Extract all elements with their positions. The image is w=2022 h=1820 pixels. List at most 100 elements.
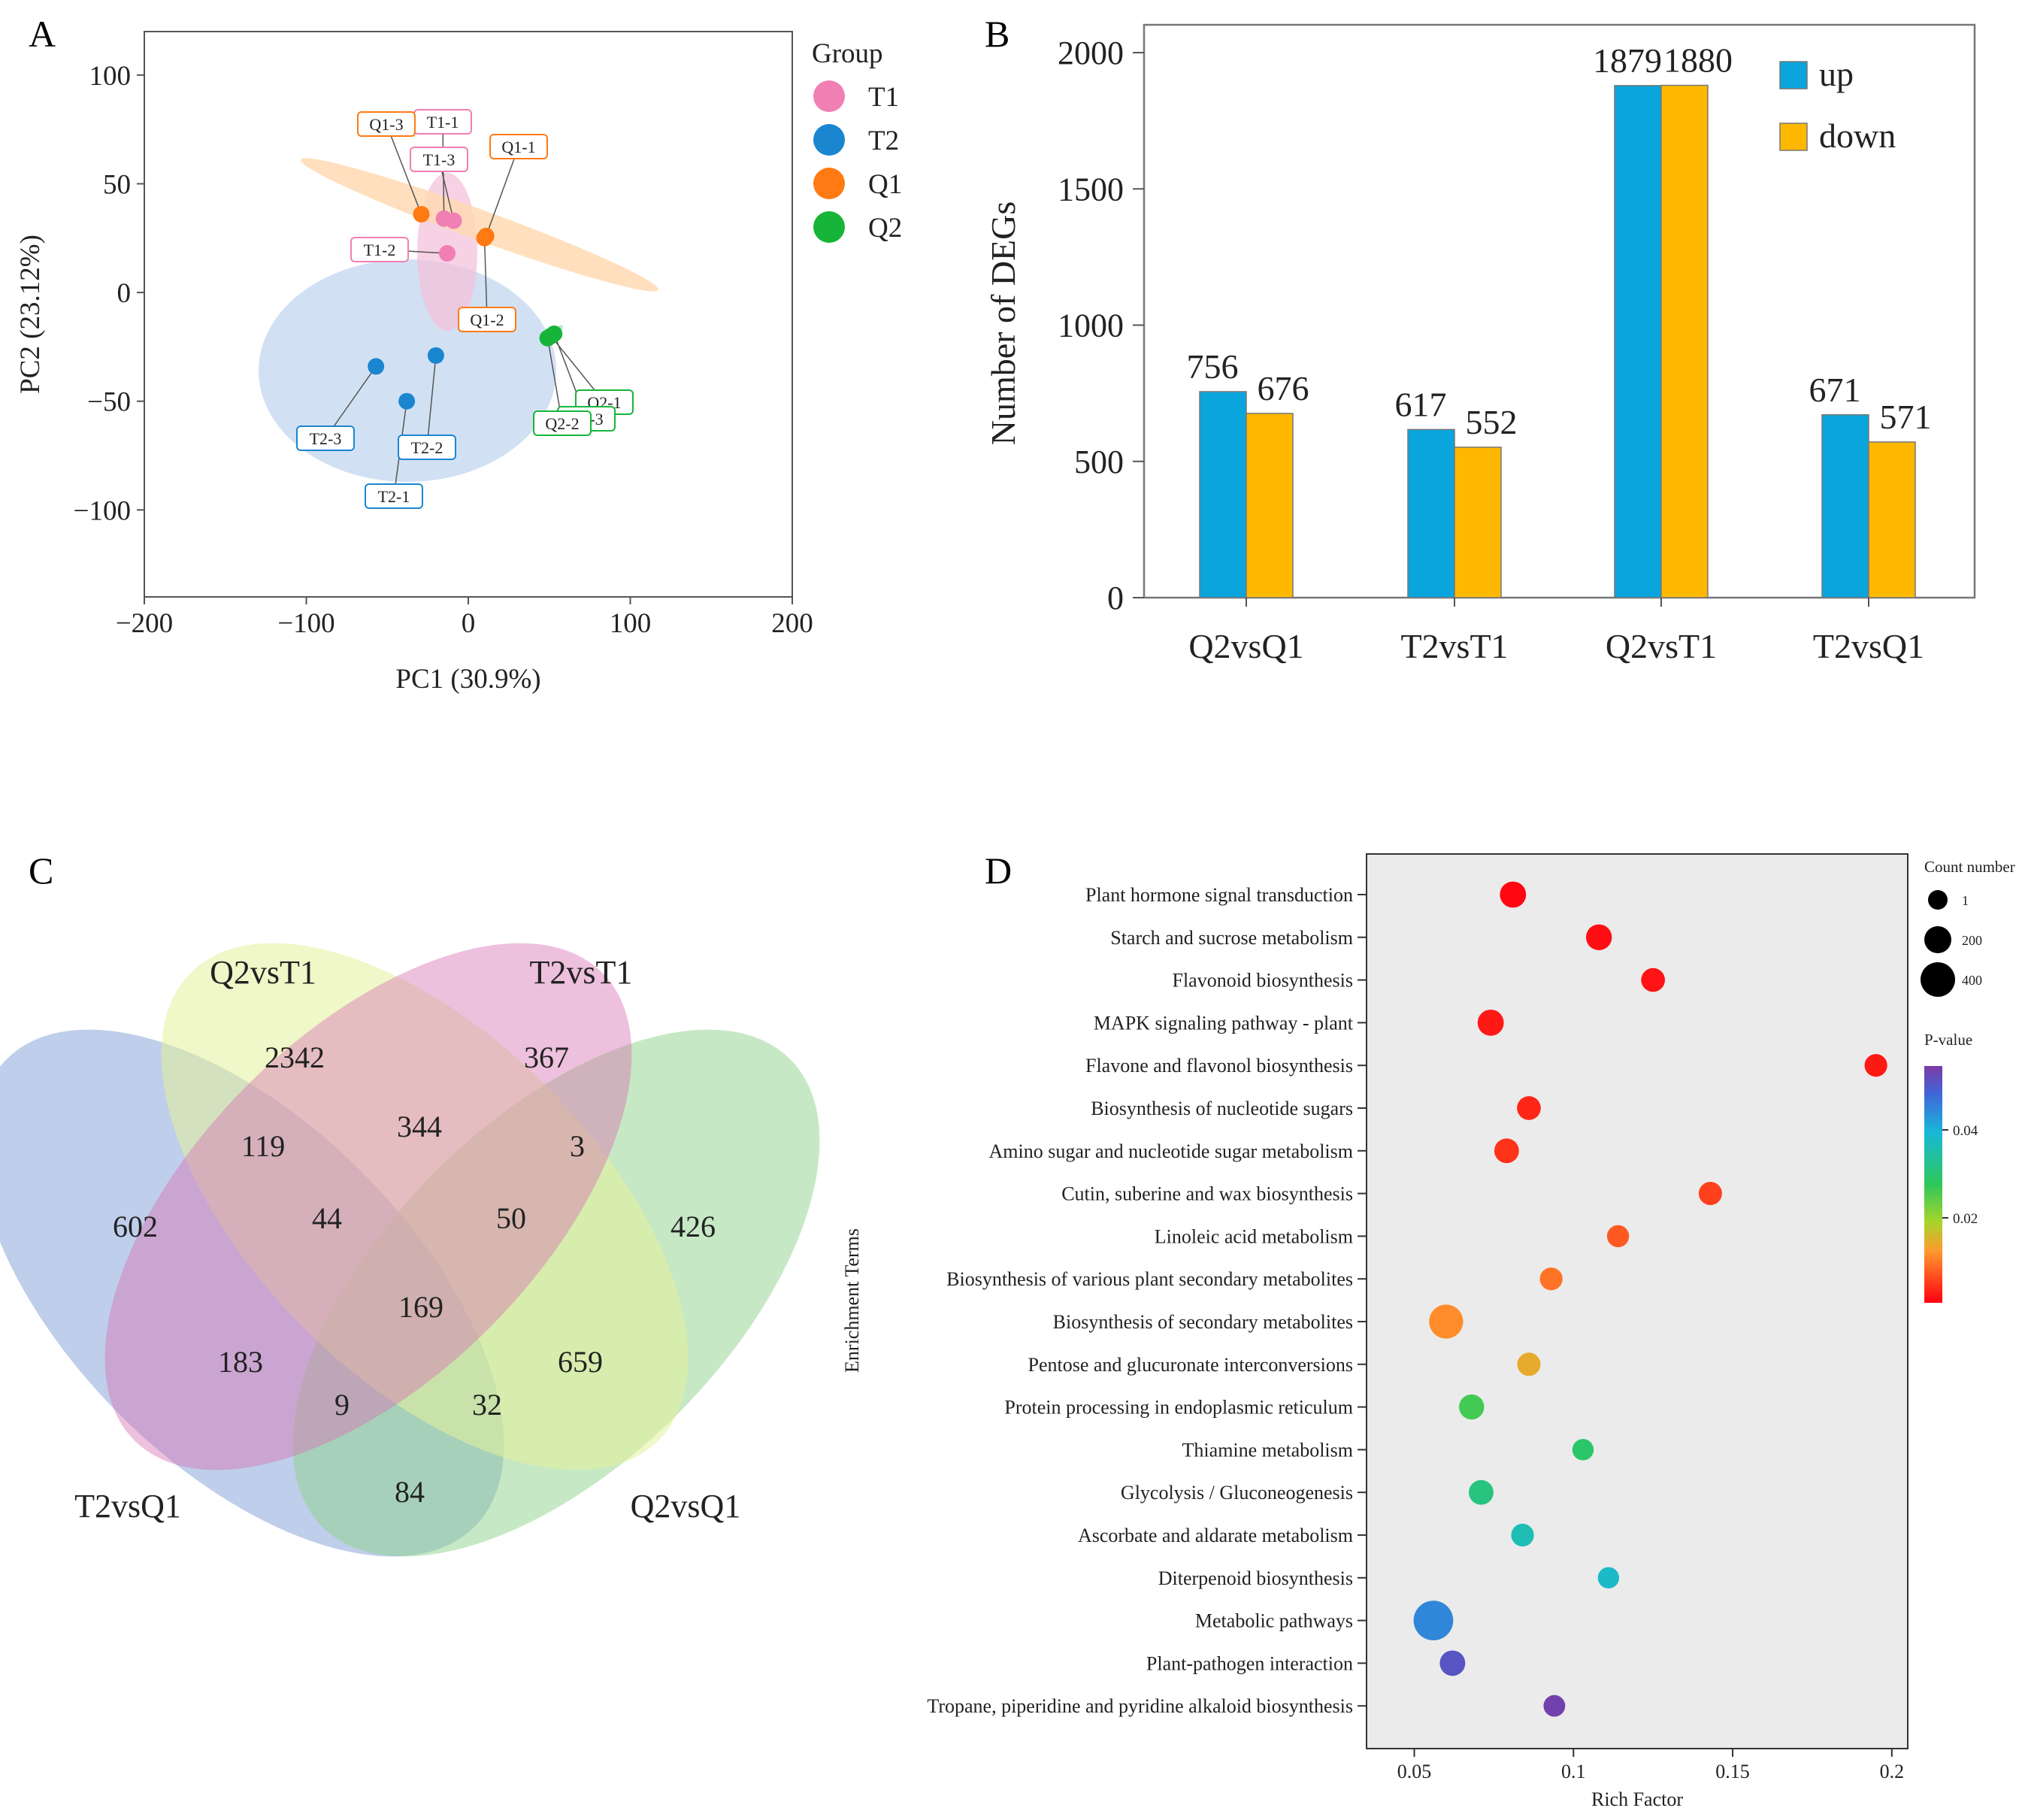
deg-legend-swatch-down xyxy=(1779,123,1808,151)
venn-region-count: 3 xyxy=(570,1129,585,1163)
pca-x-tick-label: 0 xyxy=(462,608,476,639)
kegg-term-label: MAPK signaling pathway - plant xyxy=(1094,1012,1354,1034)
pca-legend-swatch-t2 xyxy=(813,124,845,156)
pca-point-label-box xyxy=(296,425,355,451)
kegg-term-label: Thiamine metabolism xyxy=(1182,1439,1353,1461)
deg-bar-up xyxy=(1407,429,1455,598)
kegg-point xyxy=(1585,924,1612,950)
panel-d: D Plant hormone signal transduction Starc… xyxy=(841,849,2015,1810)
venn-region-count: 44 xyxy=(312,1201,342,1235)
kegg-point xyxy=(1597,1567,1620,1589)
pca-point-t2 xyxy=(368,358,385,375)
deg-y-tick-label: 1000 xyxy=(1058,307,1124,344)
kegg-term-labels: Plant hormone signal transduction Starch … xyxy=(927,884,1367,1717)
kegg-point xyxy=(1517,1096,1541,1120)
venn-region-count: 367 xyxy=(524,1040,569,1074)
kegg-points xyxy=(1413,881,1887,1717)
pca-leader-line xyxy=(386,123,422,215)
kegg-term-label: Linoleic acid metabolism xyxy=(1155,1225,1353,1247)
pca-points xyxy=(368,205,563,410)
pca-point-label-box xyxy=(489,134,548,159)
deg-y-axis-title: Number of DEGs xyxy=(984,201,1022,446)
deg-category-label: Q2vsT1 xyxy=(1606,627,1717,665)
deg-value-label: 1880 xyxy=(1663,41,1733,80)
venn-set-t2vst1 xyxy=(104,943,632,1470)
kegg-size-legend-label: 1 xyxy=(1962,893,1969,908)
kegg-term-label: Glycolysis / Gluconeogenesis xyxy=(1121,1482,1353,1504)
deg-value-label: 756 xyxy=(1187,347,1239,386)
deg-value-label: 571 xyxy=(1880,398,1932,436)
deg-legend-swatch-up xyxy=(1779,61,1808,89)
pca-point-q1 xyxy=(413,205,430,223)
pca-point-q2 xyxy=(546,326,563,343)
deg-value-label: 617 xyxy=(1395,385,1447,423)
deg-category-labels: Q2vsQ1 T2vsT1 Q2vsT1 T2vsQ1 xyxy=(1188,598,1924,665)
pca-point-label-box xyxy=(350,237,409,262)
pca-point-label-box xyxy=(458,307,516,332)
kegg-size-legend-dot xyxy=(1928,890,1948,910)
venn-region-count: 602 xyxy=(113,1210,158,1243)
pca-x-axis: −200 −100 0 100 200 xyxy=(116,597,813,639)
kegg-point xyxy=(1539,1267,1563,1291)
kegg-point xyxy=(1517,1352,1541,1376)
pca-legend-swatch-q2 xyxy=(813,211,845,243)
kegg-point xyxy=(1459,1394,1485,1420)
pca-point-label-box xyxy=(365,483,423,509)
kegg-term-label: Amino sugar and nucleotide sugar metabol… xyxy=(988,1140,1353,1162)
kegg-size-legend-label: 200 xyxy=(1962,933,1982,948)
deg-legend: up down xyxy=(1779,55,1896,155)
kegg-term-label: Pentose and glucuronate interconversions xyxy=(1028,1354,1354,1376)
pca-y-tick-label: −50 xyxy=(87,387,131,418)
kegg-size-legend-title: Count number xyxy=(1924,858,2015,876)
venn-region-count: 183 xyxy=(218,1345,263,1379)
kegg-term-label: Diterpenoid biosynthesis xyxy=(1158,1567,1353,1589)
panel-c-label: C xyxy=(29,849,53,892)
kegg-point xyxy=(1641,968,1666,992)
deg-category-label: Q2vsQ1 xyxy=(1188,627,1303,665)
pca-leader-line xyxy=(426,355,437,448)
pca-legend: T1 T2 Q1 Q2 xyxy=(813,80,902,244)
pca-point-label: T1-2 xyxy=(364,241,396,259)
pca-y-tick-label: −100 xyxy=(74,495,131,526)
panel-c: C Q2vsT1 T2vsT1 T2vsQ1 Q2vsQ1 2342 367 602 426… xyxy=(0,849,820,1557)
kegg-point xyxy=(1864,1054,1887,1077)
kegg-term-label: Tropane, piperidine and pyridine alkaloi… xyxy=(927,1695,1353,1717)
venn-region-count: 9 xyxy=(334,1388,350,1422)
kegg-point xyxy=(1429,1304,1464,1339)
pca-point-t2 xyxy=(427,347,444,364)
pca-legend-label-t1: T1 xyxy=(868,82,899,113)
kegg-size-legend-dot xyxy=(1924,926,1951,953)
pca-legend-title: Group xyxy=(812,38,883,69)
kegg-x-tick-label: 0.05 xyxy=(1397,1761,1432,1782)
kegg-term-label: Starch and sucrose metabolism xyxy=(1110,927,1353,949)
deg-y-tick-label: 1500 xyxy=(1058,171,1124,207)
pca-point-t1 xyxy=(445,212,462,229)
venn-set-q2vsti xyxy=(161,943,689,1470)
pca-point-label: T1-1 xyxy=(427,113,459,132)
pca-legend-label-t2: T2 xyxy=(868,126,899,156)
pca-x-axis-title: PC1 (30.9%) xyxy=(395,664,540,695)
panel-d-label: D xyxy=(985,849,1012,892)
kegg-term-label: Flavonoid biosynthesis xyxy=(1172,970,1353,992)
pca-point-label: T1-3 xyxy=(423,150,456,169)
kegg-size-legend-dot xyxy=(1921,962,1955,997)
panel-b-label: B xyxy=(985,13,1009,55)
pca-y-axis: 100 50 0 −50 −100 xyxy=(74,61,144,526)
deg-bar-down xyxy=(1246,413,1294,598)
kegg-point xyxy=(1494,1138,1519,1164)
kegg-x-tick-label: 0.2 xyxy=(1880,1761,1905,1782)
q1-ellipse xyxy=(301,158,658,292)
deg-value-label: 552 xyxy=(1466,403,1518,441)
pca-point-labels: T1-1T1-2T1-3T2-1T2-2T2-3Q1-1Q1-2Q1-3Q2-1… xyxy=(296,109,634,509)
kegg-color-tick-label: 0.04 xyxy=(1953,1123,1978,1139)
deg-bars xyxy=(1199,84,1916,598)
kegg-point xyxy=(1469,1479,1494,1505)
deg-value-labels: 756 676 617 552 1879 1880 671 571 xyxy=(1187,41,1932,441)
deg-plot-frame xyxy=(1143,23,1976,599)
kegg-term-label: Biosynthesis of various plant secondary … xyxy=(946,1268,1353,1290)
venn-set-label: Q2vsT1 xyxy=(210,954,316,991)
kegg-point xyxy=(1511,1523,1534,1547)
kegg-x-axis: 0.05 0.1 0.15 0.2 xyxy=(1397,1749,1904,1782)
venn-region-count: 84 xyxy=(395,1475,425,1509)
